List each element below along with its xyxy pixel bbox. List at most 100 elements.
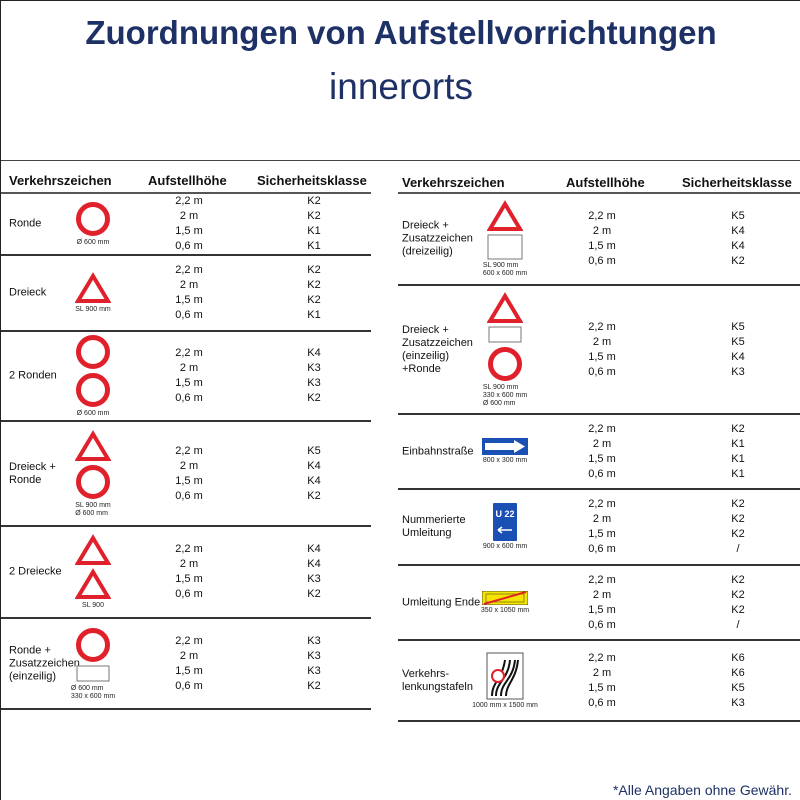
heights-column: 2,2 m 2 m 1,5 m 0,6 m	[572, 286, 632, 413]
class-value: K5	[731, 335, 745, 348]
classes-column: K2 K2 K2 /	[708, 566, 768, 639]
table-row: Ronde Ø 600 mm 2,2 m 2 m 1,5 m 0,6 m K2 K2 K1 K1	[1, 194, 371, 256]
triangle-sign-icon	[74, 272, 112, 304]
height-value: 2,2 m	[175, 444, 203, 457]
dimension-line: Ø 600 mm	[482, 399, 516, 407]
height-value: 2 m	[179, 459, 199, 472]
height-value: 0,6 m	[588, 618, 616, 631]
height-value: 0,6 m	[175, 489, 203, 502]
class-value: K5	[731, 210, 745, 222]
sign-dimensions: Ø 600 mm	[77, 239, 110, 247]
class-value: K5	[731, 681, 745, 694]
header-sign: Verkehrszeichen	[9, 173, 112, 188]
classes-column: K2 K2 K1 K1	[284, 194, 344, 254]
sign-illustration: Ø 600 mm 330 x 600 mm	[58, 619, 128, 708]
class-value: K2	[731, 588, 745, 601]
class-value: K2	[307, 588, 321, 600]
class-value: K4	[731, 240, 745, 252]
height-value: 1,5 m	[588, 452, 616, 465]
class-value: K2	[731, 422, 745, 435]
triangle-sign-icon	[74, 568, 112, 600]
sign-dimensions: 900 x 600 mm	[483, 543, 527, 551]
table-row: Dreieck + Zusatzzeichen (einzeilig) +Ronde S…	[398, 286, 800, 415]
sign-illustration: Ø 600 mm	[58, 332, 128, 420]
sign-dimensions: 350 x 1050 mm	[481, 607, 529, 615]
height-value: 0,6 m	[175, 309, 203, 321]
sign-illustration: 1000 mm x 1500 mm	[470, 641, 540, 720]
height-value: 2 m	[592, 588, 612, 601]
triangle-sign-icon	[74, 429, 112, 462]
sign-name: Umleitung Ende	[402, 596, 481, 608]
dimension-line: 350 x 1050 mm	[480, 606, 530, 614]
height-value: 2 m	[592, 513, 612, 525]
height-value: 1,5 m	[175, 664, 203, 677]
class-value: K1	[731, 467, 745, 480]
header-class: Sicherheitsklasse	[257, 173, 367, 188]
heights-column: 2,2 m 2 m 1,5 m 0,6 m	[572, 490, 632, 564]
circle-sign-icon	[75, 464, 111, 500]
circle-sign-icon	[75, 334, 111, 370]
detour-u22-sign-icon: U 22	[493, 503, 517, 541]
class-value: K4	[731, 225, 745, 237]
class-value: K5	[731, 320, 745, 333]
class-value: K1	[307, 240, 321, 252]
sign-dimensions: SL 900 mm	[75, 306, 111, 314]
circle-sign-icon	[487, 346, 523, 382]
dimension-line: 900 x 600 mm	[482, 543, 528, 550]
height-value: 2 m	[592, 335, 612, 348]
heights-column: 2,2 m 2 m 1,5 m 0,6 m	[572, 415, 632, 488]
top-border	[1, 0, 800, 1]
table-row: Nummerierte Umleitung U 22 900 x 600 mm 2,2 …	[398, 490, 800, 566]
heights-column: 2,2 m 2 m 1,5 m 0,6 m	[159, 527, 219, 617]
sign-name: Dreieck	[9, 286, 47, 299]
sign-dimensions: SL 900 mm Ø 600 mm	[75, 502, 111, 518]
class-value: K2	[307, 264, 321, 276]
height-value: 2,2 m	[588, 573, 616, 586]
height-value: 0,6 m	[588, 543, 616, 555]
sign-illustration: SL 900	[58, 527, 128, 617]
additional-plate-icon	[487, 234, 523, 260]
sign-name: Dreieck + Zusatzzeichen (dreizeilig)	[402, 219, 473, 258]
one-way-sign-icon	[482, 438, 528, 455]
class-value: K2	[307, 279, 321, 291]
header-line	[398, 192, 800, 194]
sign-name: Ronde	[9, 217, 42, 230]
height-value: 1,5 m	[588, 350, 616, 363]
sign-name: 2 Dreiecke	[9, 565, 62, 578]
sign-name: Ronde + Zusatzzeichen (einzeilig)	[9, 644, 80, 682]
heights-column: 2,2 m 2 m 1,5 m 0,6 m	[572, 641, 632, 720]
sign-dimensions: SL 900 mm 600 x 600 mm	[483, 262, 527, 278]
traffic-guidance-board-icon	[486, 652, 524, 700]
heights-column: 2,2 m 2 m 1,5 m 0,6 m	[572, 566, 632, 639]
dimension-line: Ø 600 mm	[75, 509, 108, 517]
sign-dimensions: Ø 600 mm	[77, 410, 110, 418]
heights-column: 2,2 m 2 m 1,5 m 0,6 m	[159, 194, 219, 254]
height-value: 2,2 m	[175, 543, 203, 555]
class-value: K3	[731, 365, 745, 378]
right-table: Verkehrszeichen Aufstellhöhe Sicherheits…	[398, 160, 800, 730]
height-value: 1,5 m	[588, 528, 616, 540]
height-value: 0,6 m	[588, 467, 616, 480]
detour-end-sign-icon	[481, 590, 529, 605]
height-value: 1,5 m	[588, 681, 616, 694]
height-value: 1,5 m	[175, 573, 203, 585]
height-value: 0,6 m	[175, 392, 203, 404]
sign-name: Dreieck + Ronde	[9, 460, 56, 486]
triangle-sign-icon	[486, 200, 524, 232]
dimension-line: 330 x 600 mm	[482, 391, 528, 399]
classes-column: K5 K4 K4 K2	[284, 422, 344, 525]
sign-name: Nummerierte Umleitung	[402, 514, 466, 539]
sign-name: Einbahnstraße	[402, 445, 474, 457]
classes-column: K5 K4 K4 K2	[708, 194, 768, 284]
page-subtitle: innerorts	[329, 66, 473, 107]
sign-illustration: SL 900 mm	[58, 256, 128, 330]
classes-column: K4 K4 K3 K2	[284, 527, 344, 617]
height-value: 2,2 m	[175, 195, 203, 207]
table-row: Dreieck + Zusatzzeichen (dreizeilig) SL 900…	[398, 194, 800, 286]
table-row: Einbahnstraße 800 x 300 mm 2,2 m 2 m 1,5 m 0,…	[398, 415, 800, 490]
class-value: K4	[307, 543, 321, 555]
class-value: K4	[307, 459, 321, 472]
height-value: 2 m	[179, 558, 199, 570]
height-value: 2,2 m	[175, 264, 203, 276]
